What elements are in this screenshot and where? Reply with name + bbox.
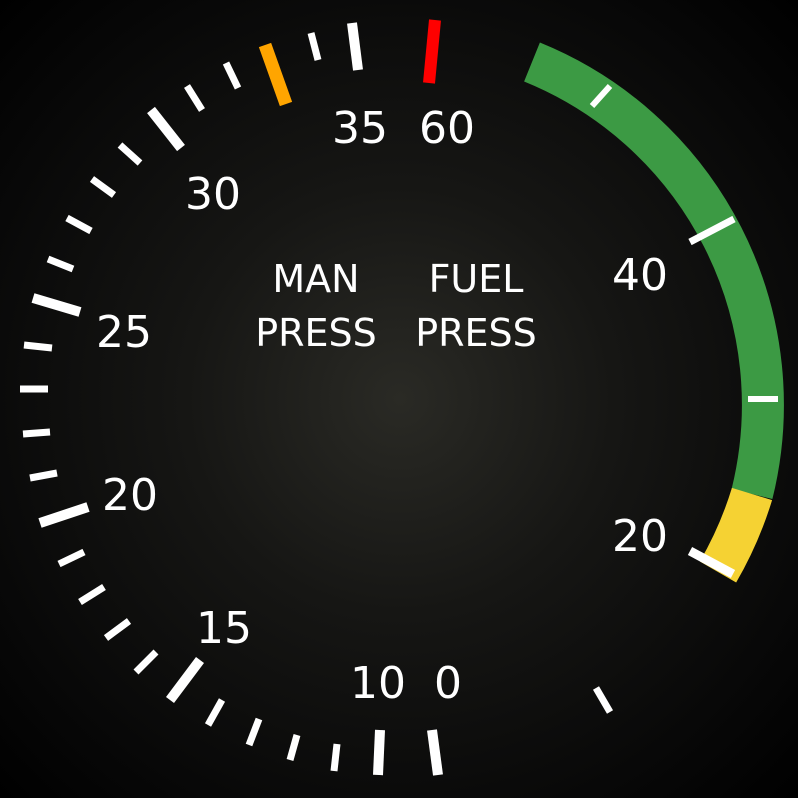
man-tick-minor	[65, 214, 93, 235]
man-scale-25: 25	[96, 307, 152, 358]
man-tick-amber-redline	[258, 42, 293, 107]
man-tick-minor	[133, 649, 159, 675]
fuel-caption-line1: FUEL	[429, 257, 524, 301]
fuel-tick-40	[688, 215, 736, 246]
man-tick-major	[166, 657, 204, 703]
fuel-zero-tick	[427, 729, 443, 776]
fuel-tick-0	[592, 686, 614, 714]
man-tick-minor	[245, 717, 263, 747]
fuel-red-marker	[423, 19, 441, 84]
fuel-tick-minor	[589, 83, 613, 109]
man-tick-minor	[46, 255, 75, 273]
man-scale-35: 35	[332, 103, 388, 154]
man-tick-minor	[29, 469, 58, 482]
fuel-yellow-arc	[699, 487, 773, 583]
fuel-scale-0: 0	[434, 658, 462, 709]
man-tick-major	[31, 293, 82, 317]
man-tick-minor	[222, 61, 242, 90]
man-tick-minor	[286, 734, 301, 761]
man-tick-major	[38, 502, 90, 528]
man-tick-minor	[22, 428, 51, 438]
man-scale-30: 30	[185, 169, 241, 220]
man-scale-10: 10	[350, 658, 406, 709]
man-tick-minor	[89, 176, 117, 198]
fuel-scale-20: 20	[612, 511, 668, 562]
fuel-ticks	[589, 83, 778, 714]
man-tick-major	[147, 106, 185, 152]
man-tick-major	[373, 729, 385, 776]
man-tick-minor	[307, 32, 322, 61]
man-tick-minor	[103, 618, 132, 641]
fuel-tick-20	[687, 547, 736, 578]
man-scale-20: 20	[102, 470, 158, 521]
manifold-caption-line1: MAN	[272, 257, 359, 301]
man-tick-minor	[78, 584, 106, 605]
man-tick-minor	[57, 548, 86, 568]
man-tick-minor	[117, 142, 143, 166]
fuel-scale-40: 40	[612, 250, 668, 301]
fuel-caption-line2: PRESS	[415, 311, 537, 355]
man-tick-minor	[23, 341, 53, 352]
manifold-ticks	[20, 22, 385, 776]
man-scale-15: 15	[196, 603, 252, 654]
man-tick-major	[347, 22, 363, 71]
fuel-scale-60: 60	[419, 103, 475, 154]
man-tick-minor	[330, 743, 341, 772]
man-tick-minor	[184, 84, 205, 112]
man-tick-minor	[204, 698, 226, 727]
manifold-caption-line2: PRESS	[255, 311, 377, 355]
